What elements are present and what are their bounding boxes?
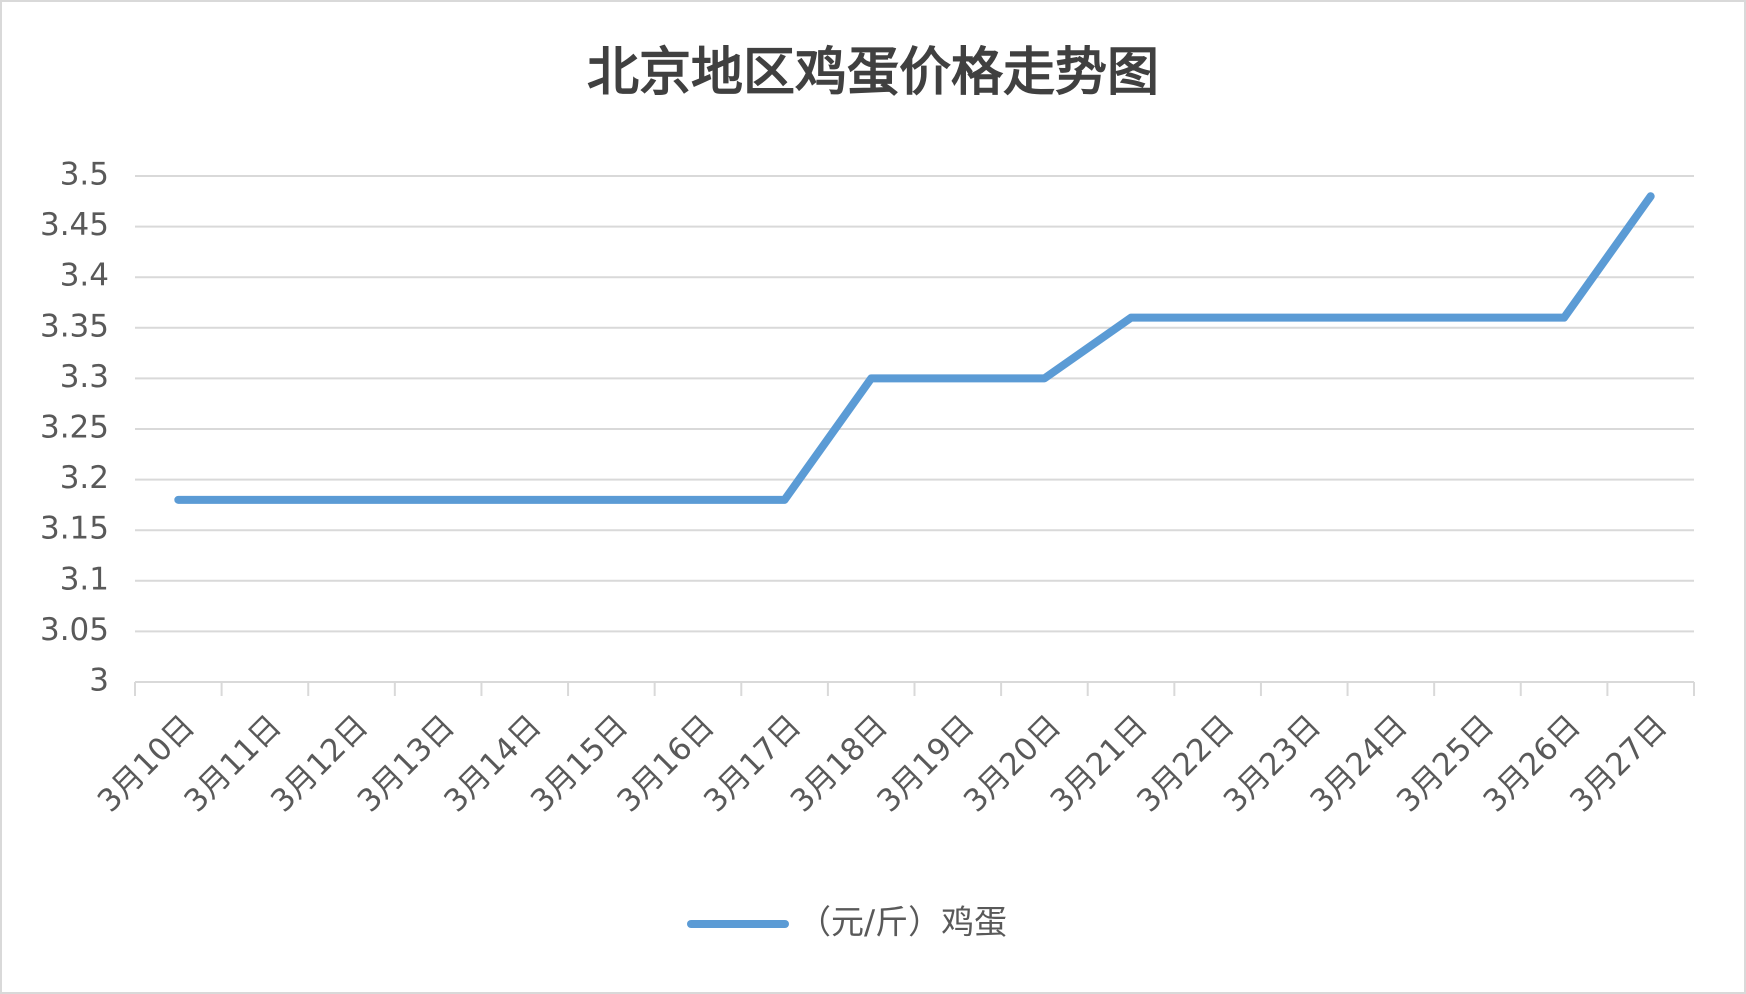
y-tick-label: 3.35 bbox=[40, 308, 109, 344]
y-tick-label: 3.15 bbox=[40, 511, 109, 547]
data-line bbox=[174, 192, 1655, 504]
legend-label: （元/斤）鸡蛋 bbox=[798, 903, 1007, 942]
y-tick-label: 3.45 bbox=[40, 207, 109, 243]
chart-title: 北京地区鸡蛋价格走势图 bbox=[587, 43, 1159, 103]
y-tick-label: 3.2 bbox=[60, 460, 109, 496]
y-tick-label: 3.3 bbox=[60, 359, 109, 395]
y-tick-label: 3.25 bbox=[40, 410, 109, 446]
y-tick-label: 3.4 bbox=[60, 258, 109, 294]
y-tick-label: 3.1 bbox=[60, 561, 109, 597]
y-tick-label: 3.05 bbox=[40, 612, 109, 648]
y-tick-label: 3.5 bbox=[60, 157, 109, 193]
y-tick-label: 3 bbox=[89, 663, 109, 699]
